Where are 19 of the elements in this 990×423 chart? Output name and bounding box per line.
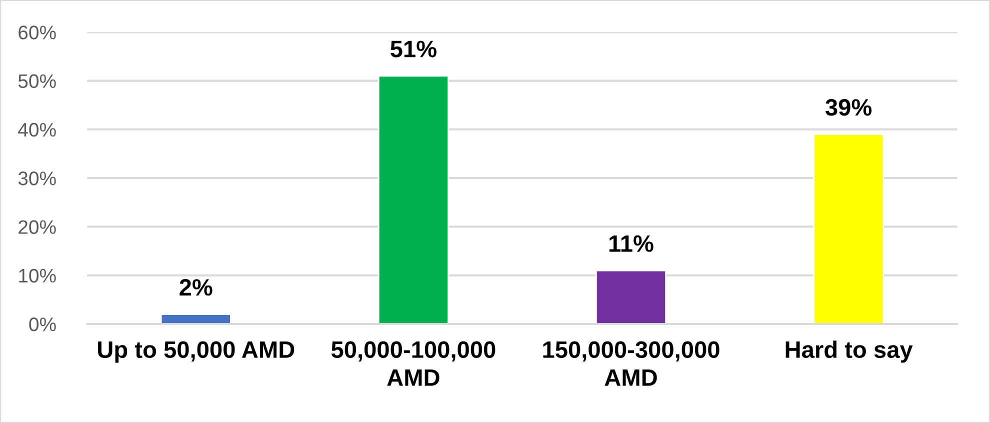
x-tick-label: Hard to say	[786, 340, 913, 363]
y-tick-label: 60%	[18, 26, 56, 40]
x-tick-label: Up to 50,000 AMD	[98, 341, 294, 363]
y-tick-label: 30%	[18, 172, 56, 186]
data-label: 51%	[390, 40, 436, 58]
data-label: 11%	[610, 235, 654, 252]
data-label: 39%	[825, 99, 872, 116]
bar	[160, 314, 232, 324]
y-tick-label: 0%	[29, 317, 56, 332]
y-tick-label: 50%	[18, 74, 56, 88]
data-label: 2%	[180, 279, 212, 296]
y-tick-label: 10%	[19, 268, 56, 283]
bar	[813, 134, 884, 324]
bar	[596, 270, 667, 324]
x-tick-label: 50,000-100,000 AMD	[331, 341, 496, 386]
x-tick-label: 150,000-300,000 AMD	[543, 341, 720, 386]
y-tick-label: 40%	[18, 122, 56, 137]
y-tick-label: 20%	[18, 220, 56, 234]
bar	[378, 75, 449, 324]
